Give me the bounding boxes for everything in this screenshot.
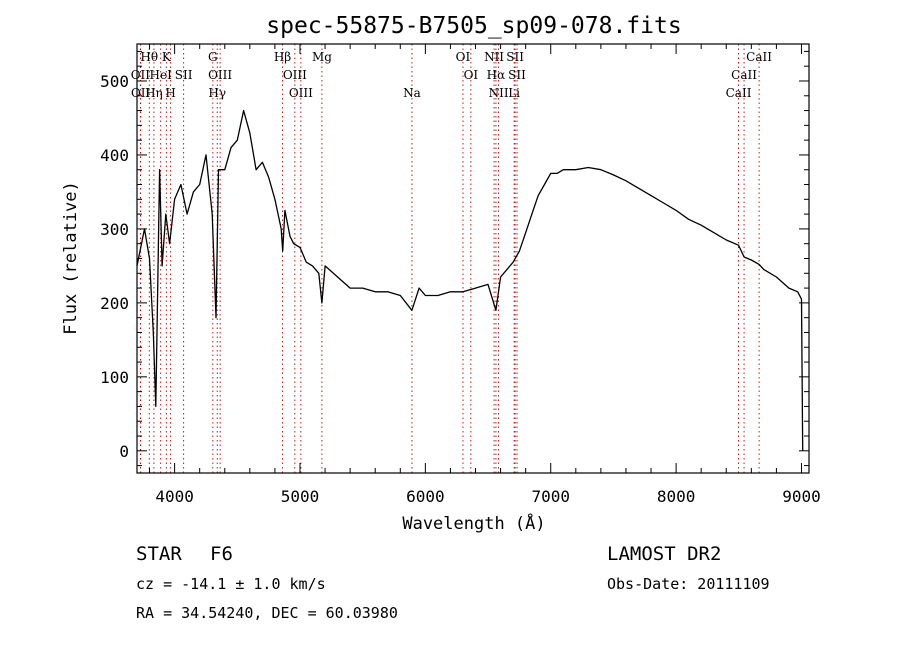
- line-label: SII: [175, 68, 193, 82]
- x-tick-label: 4000: [155, 487, 194, 506]
- line-label: OIII: [283, 68, 307, 82]
- line-label: HeI: [150, 68, 173, 82]
- x-tick-label: 8000: [657, 487, 696, 506]
- x-axis-label: Wavelength (Å): [402, 512, 545, 534]
- survey-name: LAMOST DR2: [607, 543, 721, 565]
- y-tick-label: 300: [100, 220, 129, 239]
- y-tick-label: 400: [100, 146, 129, 165]
- chart-title: spec-55875-B7505_sp09-078.fits: [266, 13, 681, 39]
- line-label: OI: [456, 50, 471, 64]
- line-label: G: [208, 50, 218, 64]
- line-label: OIII: [289, 86, 313, 100]
- line-label: Hγ: [208, 86, 226, 100]
- line-label: H: [165, 86, 175, 100]
- line-label: Hβ: [274, 50, 291, 64]
- x-tick-label: 5000: [281, 487, 320, 506]
- y-axis-label: Flux (relative): [61, 181, 81, 335]
- line-label: CaII: [746, 50, 772, 64]
- spectrum-line: [136, 109, 804, 451]
- x-axis-ticks: 4000 5000 6000 7000 8000 9000: [149, 44, 821, 506]
- plot-frame: [136, 43, 810, 474]
- y-tick-label: 100: [100, 368, 129, 387]
- y-tick-label: 200: [100, 294, 129, 313]
- x-tick-label: 9000: [782, 487, 821, 506]
- line-label: CaII: [731, 68, 757, 82]
- coordinates: RA = 34.54240, DEC = 60.03980: [136, 604, 398, 622]
- line-label: NII: [489, 86, 509, 100]
- line-label: SII: [506, 50, 524, 64]
- observation-date: Obs-Date: 20111109: [607, 575, 770, 593]
- line-label: Mg: [312, 50, 332, 64]
- line-label: OII: [131, 86, 151, 100]
- x-tick-label: 6000: [406, 487, 445, 506]
- line-label: OII: [131, 68, 151, 82]
- x-tick-label: 7000: [531, 487, 570, 506]
- y-tick-label: 500: [100, 72, 129, 91]
- object-subclass: F6: [210, 543, 233, 565]
- line-label: Li: [508, 86, 520, 100]
- line-label: Hα: [487, 68, 506, 82]
- object-class: STAR: [136, 543, 182, 565]
- line-label: OIII: [208, 68, 232, 82]
- line-label: Hη: [145, 86, 163, 100]
- y-axis-ticks: 0 100 200 300 400 500: [100, 50, 809, 467]
- line-label: NII: [484, 50, 504, 64]
- line-label: Hθ: [140, 50, 158, 64]
- line-label: K: [162, 50, 172, 64]
- line-label: Na: [403, 86, 421, 100]
- line-label: OI: [464, 68, 479, 82]
- spectral-line-markers: [139, 44, 760, 473]
- redshift-velocity: cz = -14.1 ± 1.0 km/s: [136, 575, 326, 593]
- line-label: CaII: [726, 86, 752, 100]
- y-tick-label: 0: [119, 442, 129, 461]
- line-label: SII: [508, 68, 526, 82]
